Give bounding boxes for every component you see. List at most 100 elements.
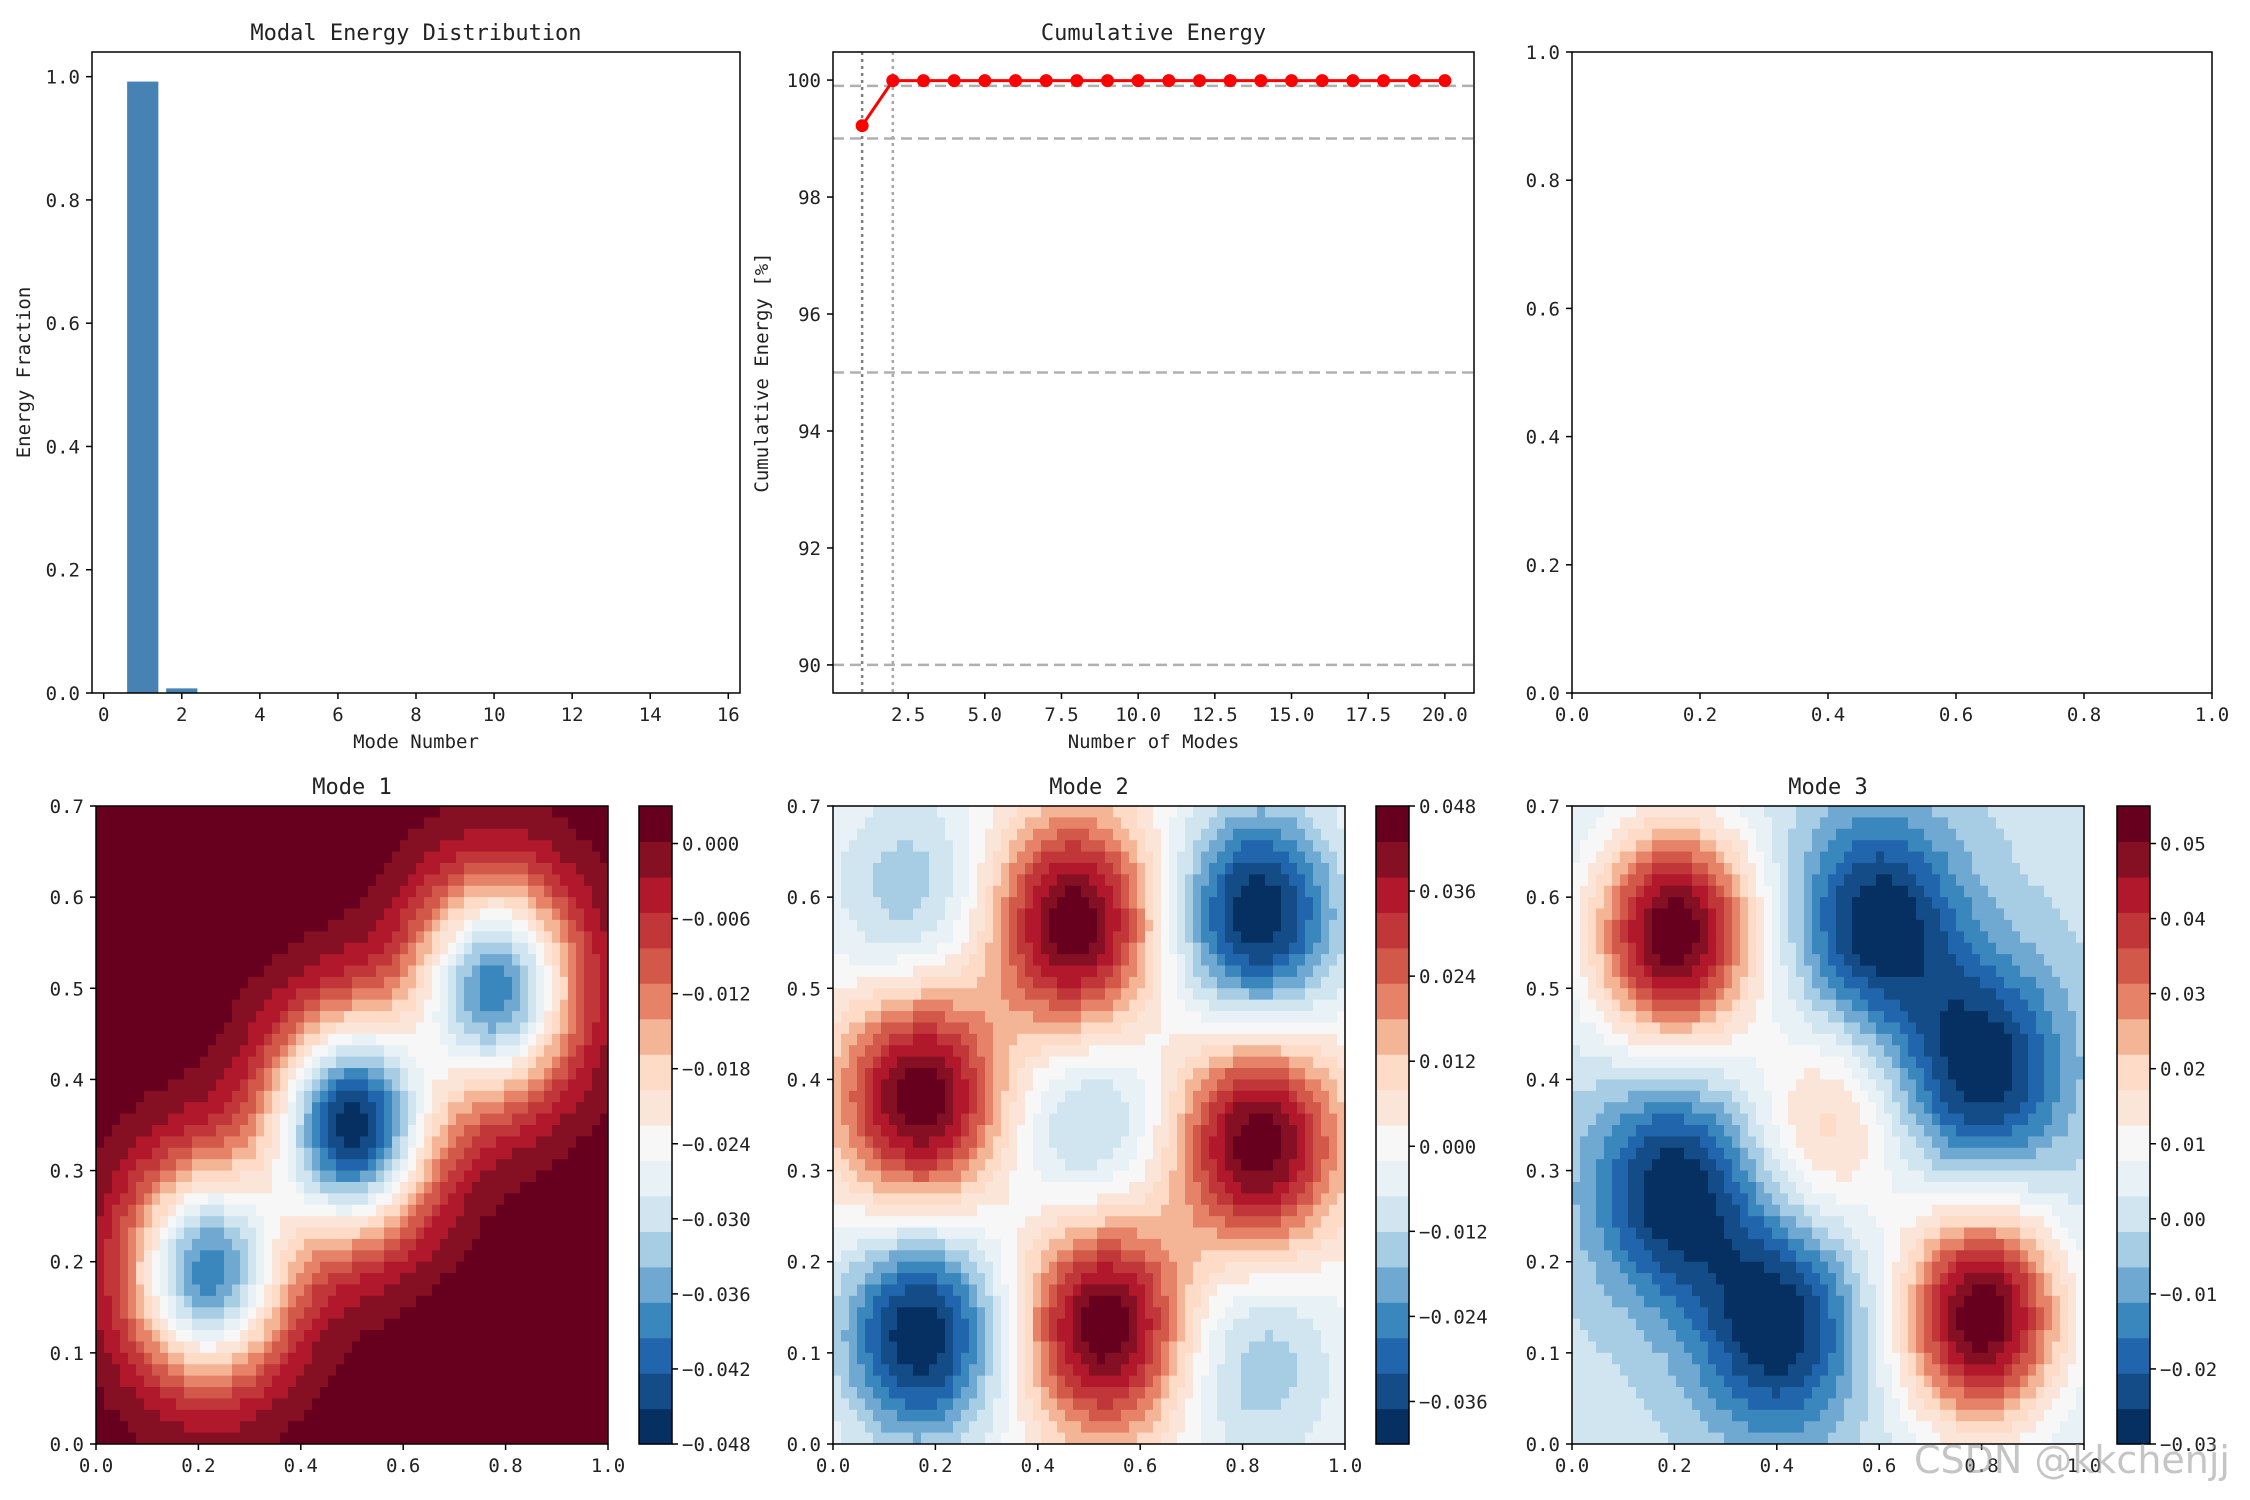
contour-cell [392, 817, 401, 830]
contour-cell [360, 851, 369, 864]
contour-cell [416, 874, 425, 887]
contour-cell [1313, 1011, 1322, 1024]
contour-cell [120, 1216, 129, 1229]
contour-cell [136, 1250, 145, 1263]
contour-cell [392, 1136, 401, 1149]
contour-cell [376, 954, 385, 967]
contour-cell [600, 851, 608, 864]
contour-cell [1297, 999, 1306, 1012]
contour-cell [168, 1125, 177, 1137]
contour-cell [160, 1102, 169, 1115]
contour-cell [1001, 919, 1010, 932]
contour-cell [1297, 1011, 1306, 1024]
contour-cell [448, 1250, 457, 1263]
contour-cell [416, 1011, 425, 1024]
contour-cell [264, 1170, 273, 1183]
contour-cell [288, 1261, 297, 1274]
contour-cell [520, 1216, 529, 1229]
contour-cell [1025, 817, 1034, 830]
contour-cell [496, 976, 505, 989]
contour-cell [528, 1375, 537, 1388]
contour-cell [1153, 965, 1162, 978]
contour-cell [440, 1045, 449, 1058]
contour-cell [552, 1387, 561, 1400]
contour-cell [600, 1136, 608, 1149]
contour-cell [232, 806, 241, 818]
contour-cell [424, 931, 433, 944]
contour-cell [448, 1398, 457, 1411]
contour-cell [1337, 999, 1345, 1012]
contour-cell [568, 1307, 577, 1320]
contour-cell [448, 840, 457, 853]
contour-cell [120, 1284, 129, 1297]
contour-cell [336, 817, 345, 830]
contour-cell [320, 1295, 329, 1308]
contour-cell [552, 1318, 561, 1331]
contour-cell [328, 840, 337, 853]
contour-cell [592, 1250, 601, 1263]
contour-cell [584, 1159, 593, 1172]
contour-cell [400, 1295, 409, 1308]
contour-cell [1065, 897, 1074, 910]
colorbar-band [639, 841, 672, 878]
contour-cell [224, 1421, 233, 1434]
contour-cell [528, 1273, 537, 1286]
contour-cell [384, 976, 393, 989]
colorbar-band [639, 912, 672, 949]
contour-cell [1113, 874, 1122, 887]
contour-cell [512, 1364, 521, 1377]
contour-cell [248, 1216, 257, 1229]
contour-cell [416, 1216, 425, 1229]
contour-cell [400, 1159, 409, 1172]
contour-cell [376, 1159, 385, 1172]
contour-cell [408, 828, 417, 841]
contour-cell [264, 1079, 273, 1092]
contour-cell [176, 1307, 185, 1320]
contour-cell [1145, 806, 1154, 818]
y-tick-label: 0.2 [46, 560, 80, 582]
contour-cell [1201, 908, 1210, 921]
contour-cell [368, 1079, 377, 1092]
contour-cell [592, 1056, 601, 1069]
contour-cell [136, 1409, 145, 1422]
contour-cell [937, 1011, 946, 1024]
contour-cell [456, 1193, 465, 1206]
contour-cell [328, 874, 337, 887]
contour-cell [1001, 954, 1010, 967]
contour-cell [552, 840, 561, 853]
data-point [1407, 74, 1421, 88]
contour-cell [280, 1273, 289, 1286]
contour-cell [1313, 885, 1322, 898]
contour-cell [320, 1125, 329, 1137]
contour-cell [288, 1068, 297, 1081]
contour-cell [536, 1125, 545, 1137]
contour-cell [496, 1090, 505, 1103]
contour-cell [168, 828, 177, 841]
contour-cell [488, 1033, 497, 1046]
contour-cell [320, 874, 329, 887]
contour-cell [368, 1432, 377, 1444]
contour-cell [288, 1421, 297, 1434]
contour-cell [1193, 965, 1202, 978]
contour-cell [168, 897, 177, 910]
contour-cell [120, 828, 129, 841]
contour-cell [1305, 851, 1314, 864]
contour-cell [600, 965, 608, 978]
contour-cell [913, 999, 922, 1012]
contour-cell [208, 1284, 217, 1297]
contour-cell [264, 1273, 273, 1286]
contour-cell [1225, 828, 1234, 841]
contour-cell [496, 1159, 505, 1172]
contour-cell [384, 1421, 393, 1434]
contour-cell [400, 817, 409, 830]
contour-cell [464, 1204, 473, 1217]
contour-cell [993, 942, 1002, 955]
contour-cell [248, 897, 257, 910]
contour-cell [1057, 806, 1066, 818]
contour-cell [929, 885, 938, 898]
contour-cell [176, 874, 185, 887]
contour-cell [528, 1307, 537, 1320]
contour-cell [368, 1056, 377, 1069]
contour-cell [408, 874, 417, 887]
contour-cell [1297, 817, 1306, 830]
